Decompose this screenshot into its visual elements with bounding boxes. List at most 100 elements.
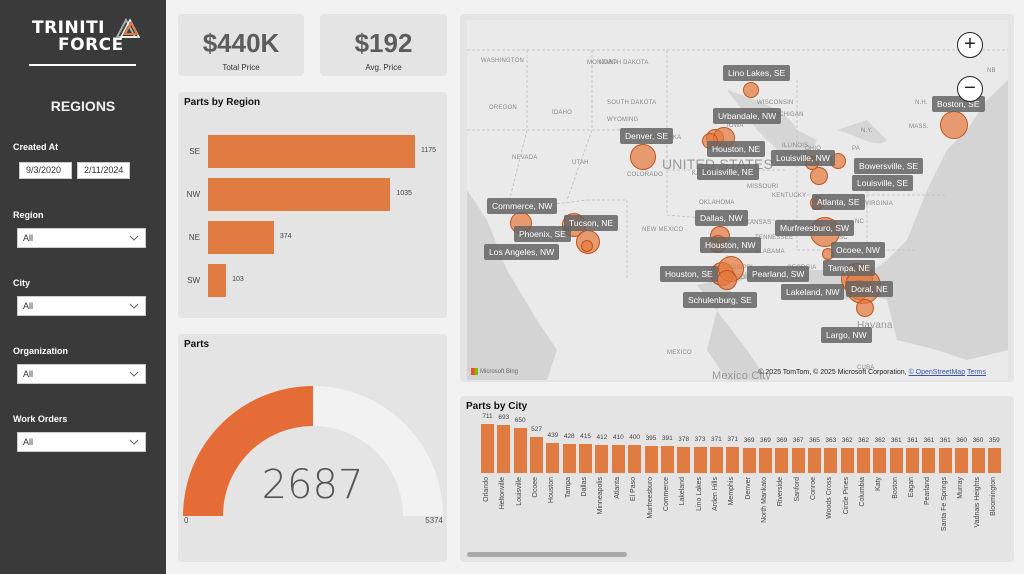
- pacific-ocean: [467, 190, 557, 380]
- city-bar[interactable]: [530, 436, 544, 473]
- total-price-label: Total Price: [222, 63, 260, 72]
- city-bar[interactable]: [922, 448, 936, 473]
- geo-label: PA: [852, 146, 860, 152]
- city-filter-label: City: [13, 278, 31, 288]
- work-orders-filter-label: Work Orders: [13, 414, 68, 424]
- location-bubble[interactable]: [630, 144, 656, 170]
- openstreetmap-link[interactable]: © OpenStreetMap: [908, 369, 966, 376]
- city-category-label: Memphis: [728, 477, 736, 506]
- city-category-label: North Mankato: [760, 477, 768, 523]
- city-dropdown[interactable]: All: [17, 296, 146, 316]
- location-tooltip: Pearland, SW: [747, 266, 810, 282]
- city-category-label: Orlando: [483, 477, 490, 502]
- organization-dropdown[interactable]: All: [17, 364, 146, 384]
- city-bar[interactable]: [873, 448, 887, 473]
- city-category-label: Lakeland: [679, 477, 687, 506]
- geo-label: NEW MEXICO: [642, 227, 684, 233]
- city-value-label: 361: [923, 437, 935, 445]
- location-tooltip: Denver, SE: [620, 128, 673, 144]
- brand-logo: TRINITI FORCE: [28, 18, 140, 58]
- city-bar[interactable]: [742, 447, 756, 473]
- geo-label: Havana: [857, 320, 893, 331]
- location-bubble[interactable]: [940, 111, 968, 139]
- geo-label: ARKANSAS: [737, 220, 772, 226]
- location-bubble[interactable]: [743, 82, 759, 98]
- geo-label: MICHIGAN: [772, 112, 804, 118]
- city-value-label: 362: [858, 437, 869, 445]
- city-bar[interactable]: [644, 445, 658, 473]
- city-bar[interactable]: [824, 447, 838, 473]
- location-tooltip: Urbandale, NW: [713, 108, 782, 124]
- map-canvas[interactable]: WASHINGTON MONTANA NORTH DAKOTA OREGON IDAHO…: [467, 20, 1008, 380]
- city-bar[interactable]: [775, 447, 789, 473]
- region-bar[interactable]: [208, 264, 227, 297]
- location-bubble[interactable]: [810, 167, 828, 185]
- location-bubble[interactable]: [717, 270, 737, 290]
- region-value-label: 103: [232, 275, 244, 283]
- geo-label: IDAHO: [552, 110, 573, 116]
- city-value-label: 361: [939, 437, 951, 445]
- city-bar[interactable]: [693, 447, 707, 473]
- city-category-label: Santa Fe Springs: [940, 477, 948, 532]
- city-bar[interactable]: [513, 428, 527, 473]
- city-bar[interactable]: [709, 447, 723, 473]
- city-bar[interactable]: [906, 448, 920, 473]
- kpi-avg-price: $192 Avg. Price: [320, 14, 447, 76]
- city-bar[interactable]: [562, 443, 576, 473]
- map-visual: WASHINGTON MONTANA NORTH DAKOTA OREGON IDAHO…: [460, 14, 1014, 382]
- city-bar[interactable]: [987, 448, 1001, 473]
- city-bar[interactable]: [595, 444, 609, 473]
- start-date-input[interactable]: 9/3/2020: [19, 162, 72, 179]
- city-bar[interactable]: [611, 444, 625, 473]
- city-bar[interactable]: [677, 446, 691, 473]
- gauge-value: 2687: [261, 462, 364, 508]
- region-dropdown[interactable]: All: [17, 228, 146, 248]
- city-value-label: 428: [563, 432, 575, 440]
- chevron-down-icon: [129, 439, 139, 445]
- zoom-out-button[interactable]: −: [957, 76, 983, 102]
- city-bar[interactable]: [955, 448, 969, 473]
- city-bar[interactable]: [889, 448, 903, 473]
- location-tooltip: Los Angeles, NW: [484, 244, 560, 260]
- region-bar[interactable]: [208, 221, 274, 254]
- geo-label: ALABAMA: [755, 249, 785, 255]
- work-orders-dropdown[interactable]: All: [17, 432, 146, 452]
- city-bar[interactable]: [546, 442, 560, 473]
- gauge-max: 5374: [425, 516, 443, 525]
- city-value-label: 365: [809, 436, 820, 444]
- terms-link[interactable]: Terms: [966, 369, 986, 376]
- city-bar[interactable]: [758, 447, 772, 473]
- location-bubble[interactable]: [856, 299, 874, 317]
- city-value-label: 371: [710, 436, 722, 444]
- city-category-label: Denver: [744, 477, 752, 500]
- location-tooltip: Louisville, NW: [771, 150, 835, 166]
- end-date-input[interactable]: 2/11/2024: [77, 162, 130, 179]
- city-bar[interactable]: [497, 425, 511, 473]
- city-bar[interactable]: [726, 447, 740, 473]
- city-bar[interactable]: [579, 444, 593, 473]
- horizontal-scrollbar[interactable]: [467, 552, 627, 557]
- city-bar[interactable]: [481, 424, 494, 473]
- city-bar[interactable]: [840, 448, 854, 473]
- geo-label: OHIO: [805, 146, 822, 152]
- geo-label: NC: [855, 219, 865, 225]
- city-value-label: 360: [956, 437, 968, 445]
- city-bar[interactable]: [971, 448, 985, 473]
- geo-label: UTAH: [572, 160, 589, 166]
- city-bar[interactable]: [857, 448, 871, 473]
- geo-label: SC: [839, 235, 848, 241]
- region-bar[interactable]: [208, 178, 391, 211]
- city-bar[interactable]: [938, 448, 952, 473]
- city-bar[interactable]: [628, 445, 642, 473]
- city-bar[interactable]: [660, 446, 674, 473]
- location-tooltip: Commerce, NW: [487, 198, 558, 214]
- location-tooltip: Doral, NE: [846, 281, 893, 297]
- city-bar[interactable]: [808, 447, 821, 473]
- parts-gauge-title: Parts: [184, 339, 210, 350]
- location-bubble[interactable]: [581, 240, 593, 252]
- zoom-in-button[interactable]: +: [957, 32, 983, 58]
- location-tooltip: Dallas, NW: [695, 210, 748, 226]
- geo-label: IOWA: [727, 123, 744, 129]
- city-bar[interactable]: [791, 447, 805, 473]
- region-bar[interactable]: [208, 135, 415, 168]
